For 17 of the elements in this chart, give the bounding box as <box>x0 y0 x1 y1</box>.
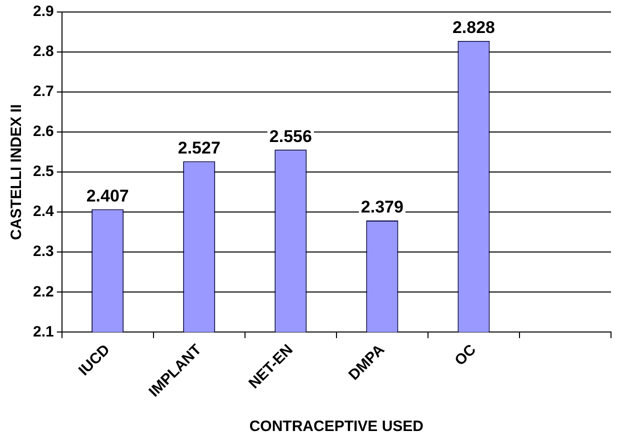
y-axis-title: CASTELLI INDEX II <box>8 104 26 240</box>
x-axis-title: CONTRACEPTIVE USED <box>249 418 424 436</box>
y-tick-label: 2.4 <box>32 203 54 220</box>
data-label: 2.527 <box>178 138 220 158</box>
y-tick-label: 2.6 <box>32 123 54 140</box>
data-label: 2.828 <box>452 18 495 37</box>
y-tick-label: 2.5 <box>32 163 54 180</box>
data-label: 2.556 <box>269 126 312 146</box>
x-tick-label: OC <box>452 341 480 370</box>
y-tick-label: 2.2 <box>32 283 54 300</box>
y-tick-label: 2.9 <box>32 3 54 20</box>
y-tick-label: 2.3 <box>32 243 54 260</box>
y-tick-label: 2.1 <box>32 323 54 340</box>
y-tick-label: 2.8 <box>32 43 54 60</box>
data-label: 2.407 <box>86 186 129 206</box>
data-label: 2.379 <box>360 198 404 217</box>
y-tick-label: 2.7 <box>32 83 54 100</box>
